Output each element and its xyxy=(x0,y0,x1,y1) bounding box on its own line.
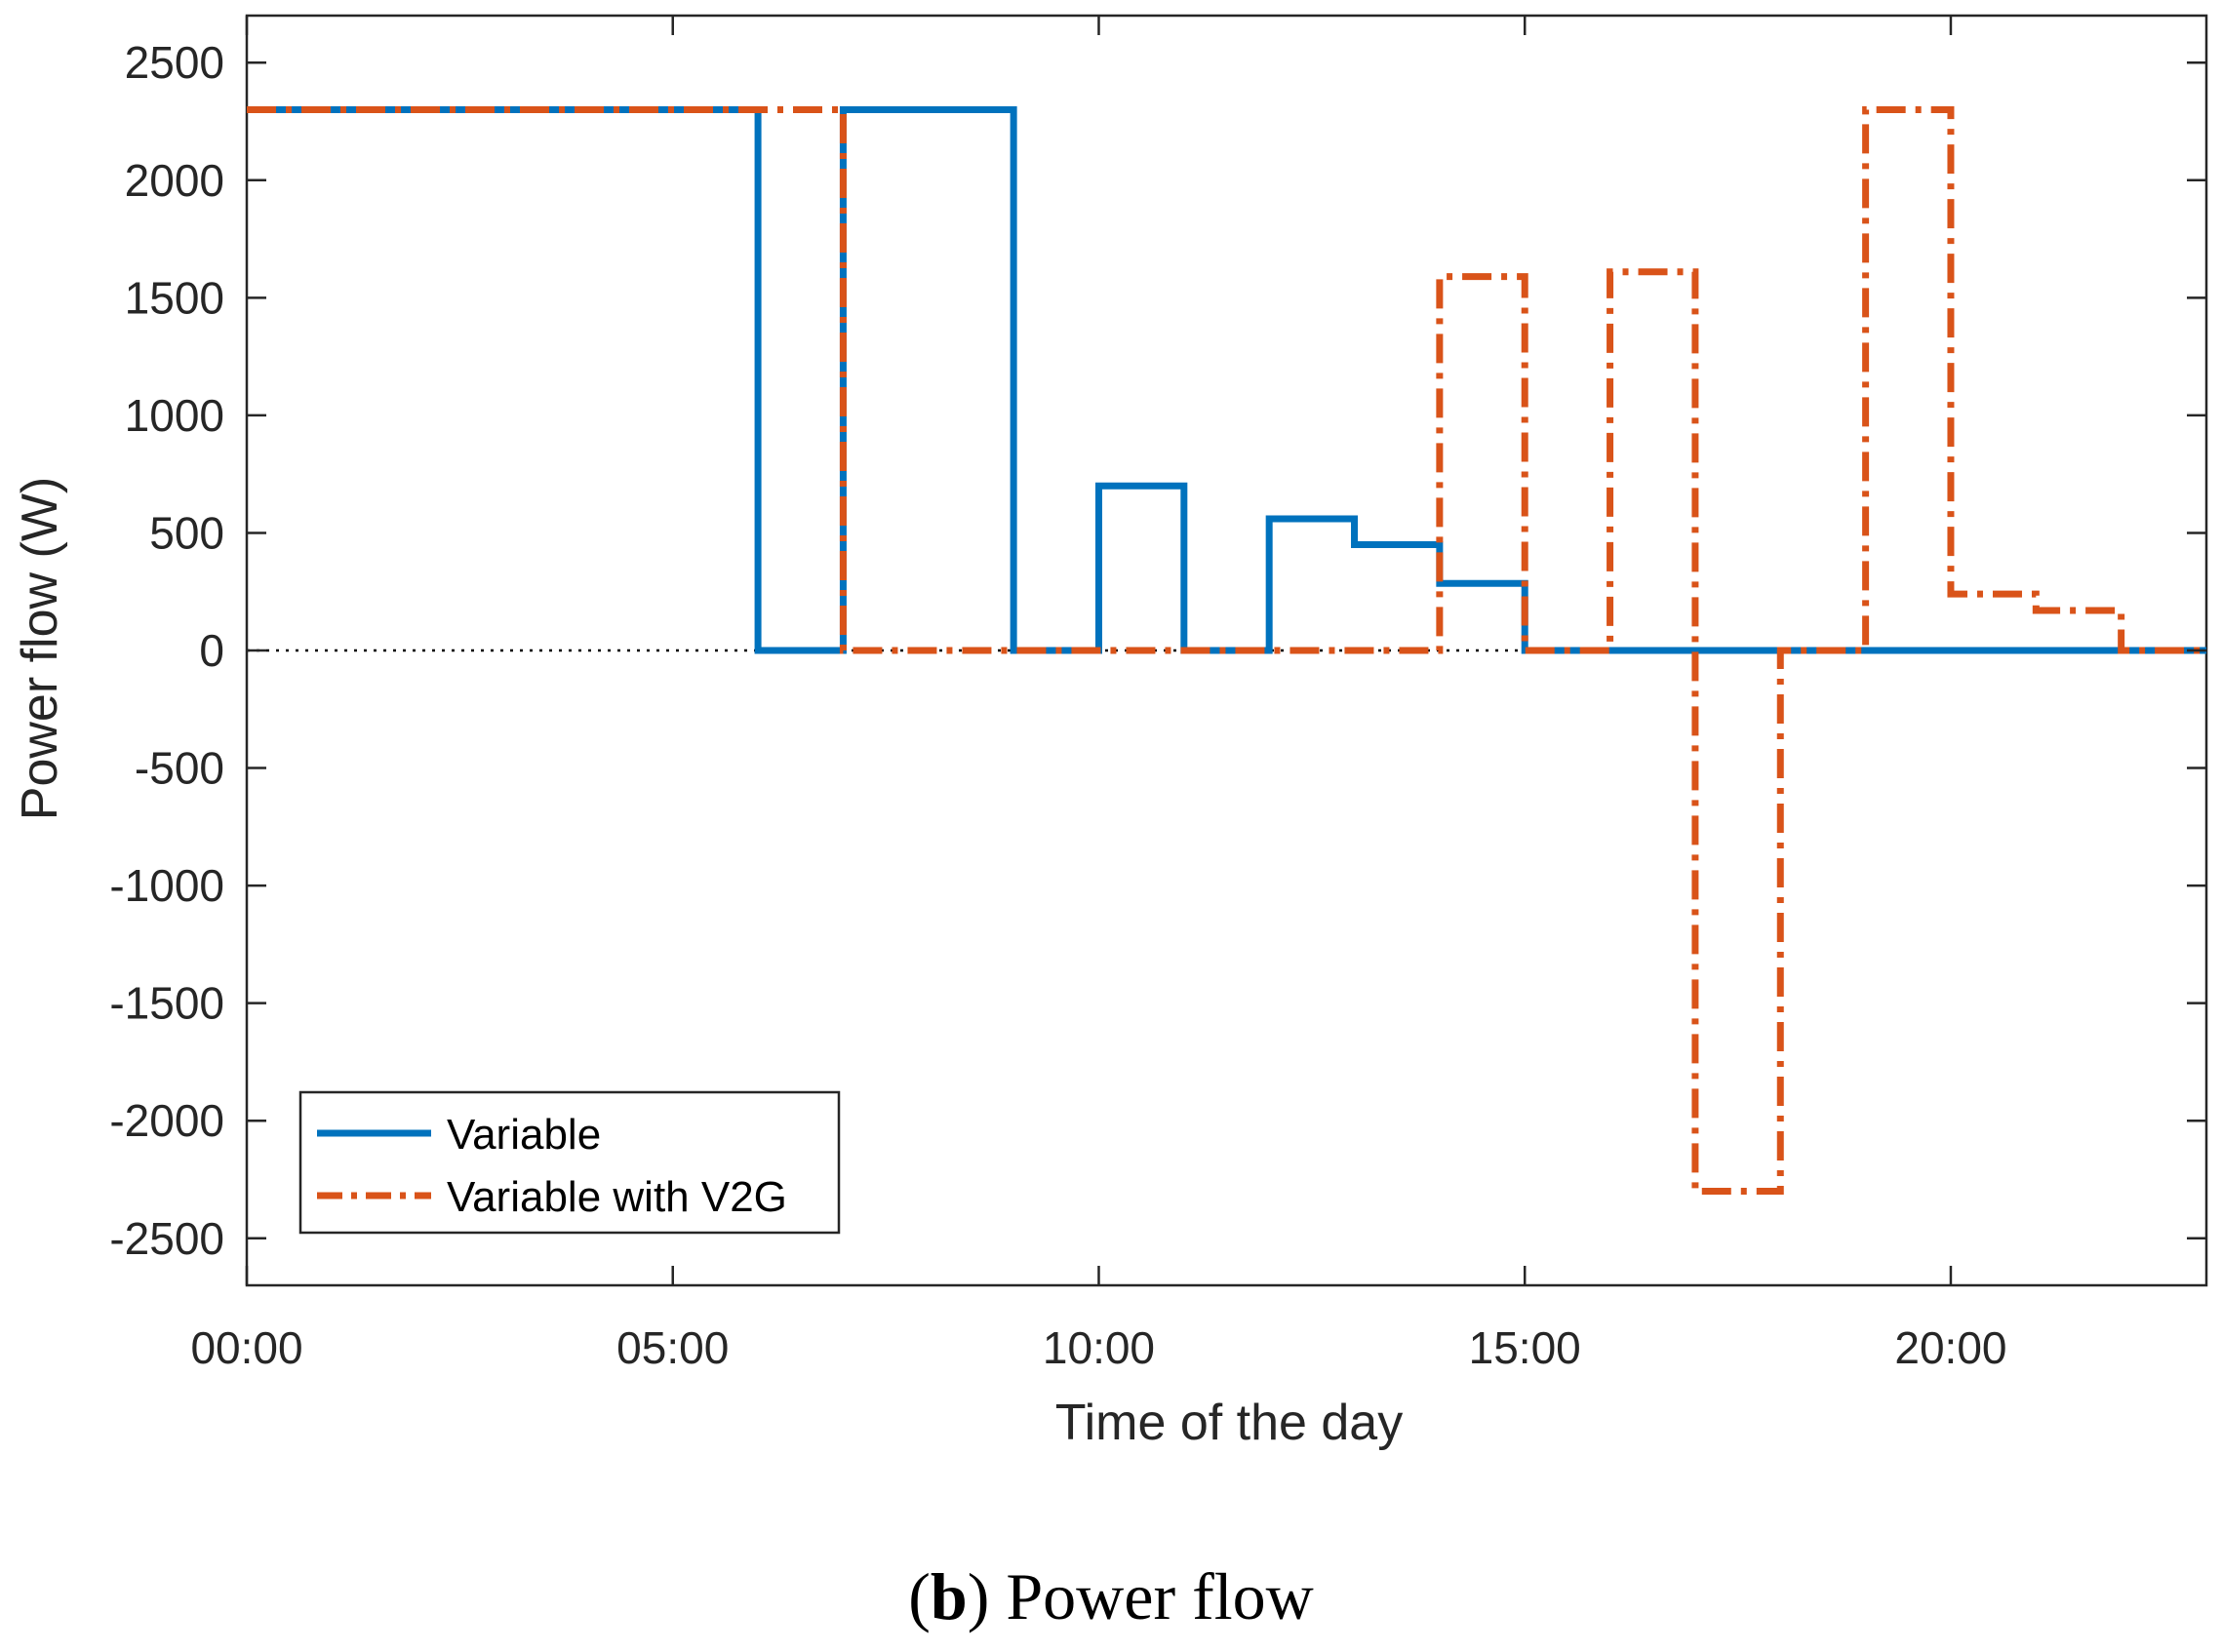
caption-label: b xyxy=(930,1559,968,1633)
x-tick-label: 00:00 xyxy=(190,1322,302,1373)
figure-caption: (b) Power flow xyxy=(0,1558,2222,1635)
series-line-variable-with-v2g xyxy=(247,105,2206,1196)
y-tick-label: 2500 xyxy=(125,37,224,88)
y-tick-label: -1000 xyxy=(109,860,224,911)
ticks-layer: 00:00 05:00 10:00 15:00 20:00 2500 2000 1500 100… xyxy=(109,16,2206,1373)
y-tick-label: 0 xyxy=(199,625,224,676)
x-tick-label: 15:00 xyxy=(1469,1322,1581,1373)
x-tick-label: 10:00 xyxy=(1043,1322,1155,1373)
y-tick-label: -2500 xyxy=(109,1213,224,1264)
legend-label-variable-with-v2g: Variable with V2G xyxy=(447,1173,787,1221)
y-tick-label: 1500 xyxy=(125,272,224,323)
y-tick-label: -2000 xyxy=(109,1095,224,1146)
legend-box xyxy=(298,1090,841,1235)
x-tick-label: 20:00 xyxy=(1894,1322,2006,1373)
y-axis-title: Power flow (W) xyxy=(12,477,68,820)
y-tick-label: 500 xyxy=(149,507,224,558)
y-tick-label: -1500 xyxy=(109,978,224,1029)
caption-close-paren: ) xyxy=(967,1559,990,1633)
caption-open-paren: ( xyxy=(908,1559,931,1633)
caption-text: Power flow xyxy=(989,1559,1314,1633)
y-tick-label: -500 xyxy=(135,743,224,794)
legend: Variable Variable with V2G xyxy=(298,1090,841,1235)
x-tick-label: 05:00 xyxy=(616,1322,729,1373)
series-layer xyxy=(247,105,2206,1196)
y-tick-label: 1000 xyxy=(125,390,224,441)
legend-label-variable: Variable xyxy=(447,1111,601,1159)
y-tick-label: 2000 xyxy=(125,155,224,206)
x-axis-title: Time of the day xyxy=(1055,1395,1403,1451)
